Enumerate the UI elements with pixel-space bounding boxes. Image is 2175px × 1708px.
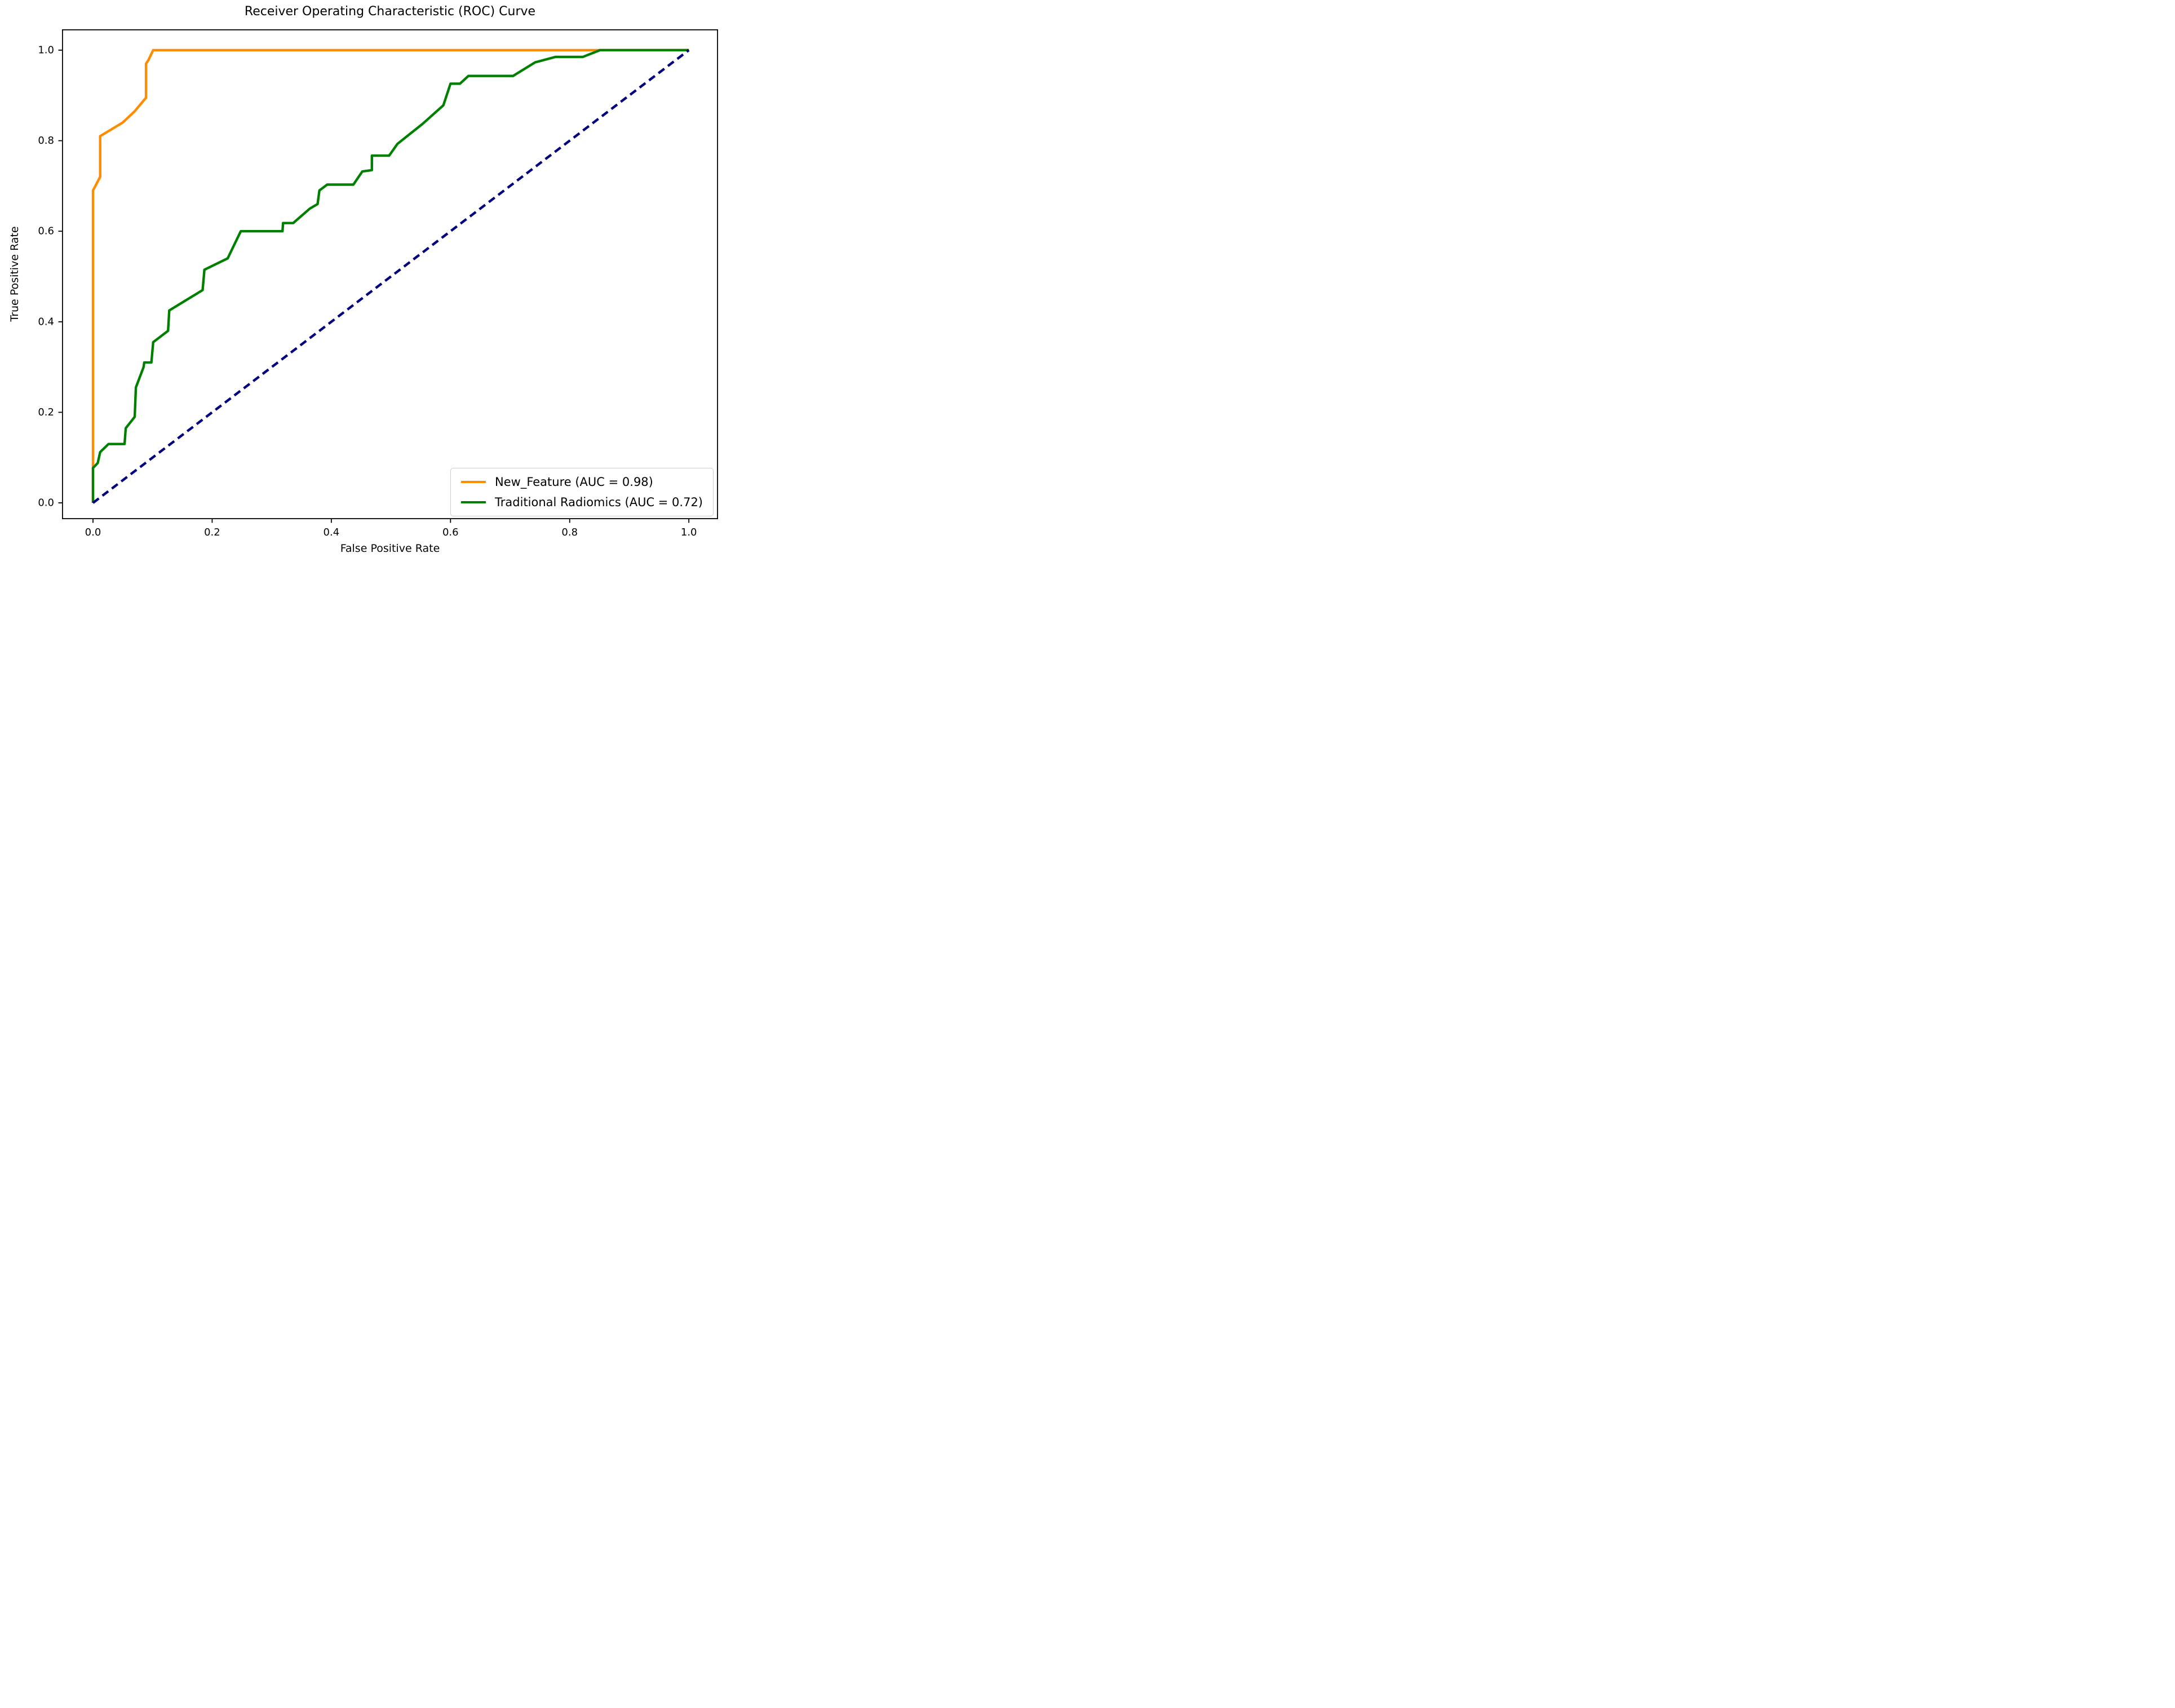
legend-item: New_Feature (AUC = 0.98) [461, 475, 703, 489]
y-tick-label: 0.0 [38, 497, 54, 509]
x-tick-label: 0.2 [204, 526, 220, 538]
y-axis-label: True Positive Rate [8, 226, 21, 322]
roc-curve-series-0 [91, 48, 689, 503]
legend-label: Traditional Radiomics (AUC = 0.72) [495, 495, 703, 509]
y-tick-label: 1.0 [38, 44, 54, 56]
chart-title: Receiver Operating Characteristic (ROC) … [244, 5, 536, 19]
x-axis-label: False Positive Rate [340, 542, 440, 555]
legend-item: Traditional Radiomics (AUC = 0.72) [461, 495, 703, 509]
x-tick-label: 0.0 [85, 526, 101, 538]
legend-label: New_Feature (AUC = 0.98) [495, 475, 653, 489]
y-tick-label: 0.6 [38, 225, 54, 237]
roc-curve-series-1 [91, 48, 689, 503]
legend-line-swatch-orange [461, 480, 486, 484]
legend-line-swatch-green [461, 501, 486, 504]
x-tick-label: 1.0 [681, 526, 697, 538]
x-tick-label: 0.8 [561, 526, 578, 538]
x-tick-label: 0.4 [324, 526, 340, 538]
axes-spines [61, 29, 718, 520]
y-tick-label: 0.8 [38, 135, 54, 147]
chance-diagonal-line [92, 49, 690, 504]
legend: New_Feature (AUC = 0.98) Traditional Rad… [450, 468, 714, 516]
plot-area: 0.0 0.2 0.4 0.6 0.8 1.0 0.0 0.2 0.4 0.6 0.8 1.0 [38, 29, 718, 538]
x-tick-label: 0.6 [442, 526, 459, 538]
y-tick-label: 0.2 [38, 406, 54, 418]
y-tick-label: 0.4 [38, 316, 54, 328]
roc-curve-figure: Receiver Operating Characteristic (ROC) … [0, 0, 725, 569]
